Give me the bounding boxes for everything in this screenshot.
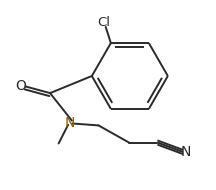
Text: O: O bbox=[15, 79, 26, 93]
Text: N: N bbox=[181, 145, 191, 159]
Text: Cl: Cl bbox=[97, 16, 110, 29]
Text: N: N bbox=[65, 116, 75, 130]
